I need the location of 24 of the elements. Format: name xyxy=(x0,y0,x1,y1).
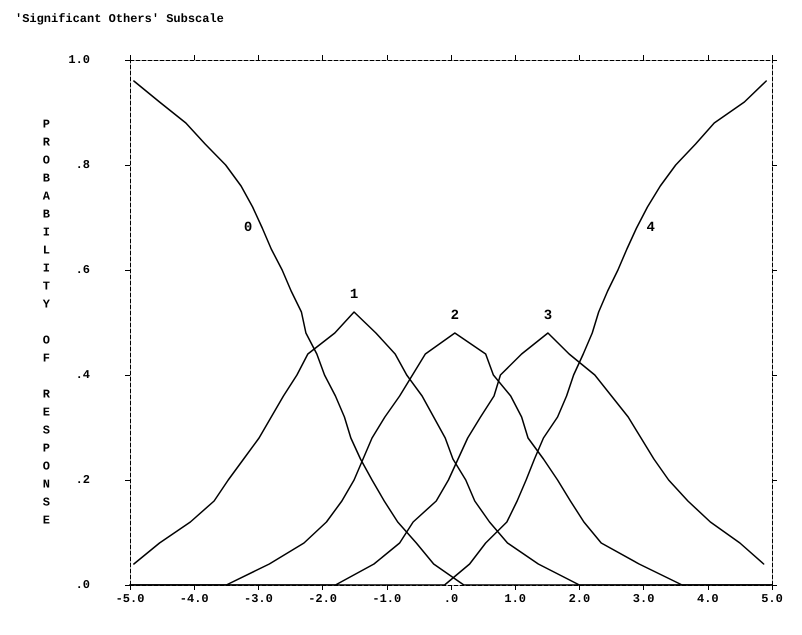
x-tick-label: -1.0 xyxy=(372,592,402,606)
chart-title: 'Significant Others' Subscale xyxy=(15,12,224,26)
y-tick-label: .8 xyxy=(76,158,90,172)
x-tick-label: 5.0 xyxy=(761,592,783,606)
series-label: 2 xyxy=(450,308,460,324)
x-tick-label: -3.0 xyxy=(244,592,273,606)
x-tick-label: 2.0 xyxy=(568,592,590,606)
y-tick-label: 1.0 xyxy=(68,53,90,67)
series-label: 4 xyxy=(646,220,655,236)
y-tick-label: .0 xyxy=(76,578,90,592)
series-label: 0 xyxy=(244,220,252,236)
x-tick-label: -4.0 xyxy=(180,592,209,606)
x-tick-label: -5.0 xyxy=(116,592,144,606)
x-tick-label: -2.0 xyxy=(308,592,338,606)
series-label: 3 xyxy=(544,308,552,324)
text: PROBABILITY OF RESPONSE xyxy=(42,118,50,528)
x-tick-label: 3.0 xyxy=(632,592,654,606)
series-label: 1 xyxy=(350,287,358,303)
y-tick-label: .4 xyxy=(76,368,90,382)
x-tick-label: 4.0 xyxy=(696,592,719,606)
x-tick-label: 1.0 xyxy=(504,592,526,606)
x-tick-label: .0 xyxy=(444,592,458,606)
y-tick-label: .6 xyxy=(76,263,90,277)
y-tick-label: .2 xyxy=(76,473,90,487)
